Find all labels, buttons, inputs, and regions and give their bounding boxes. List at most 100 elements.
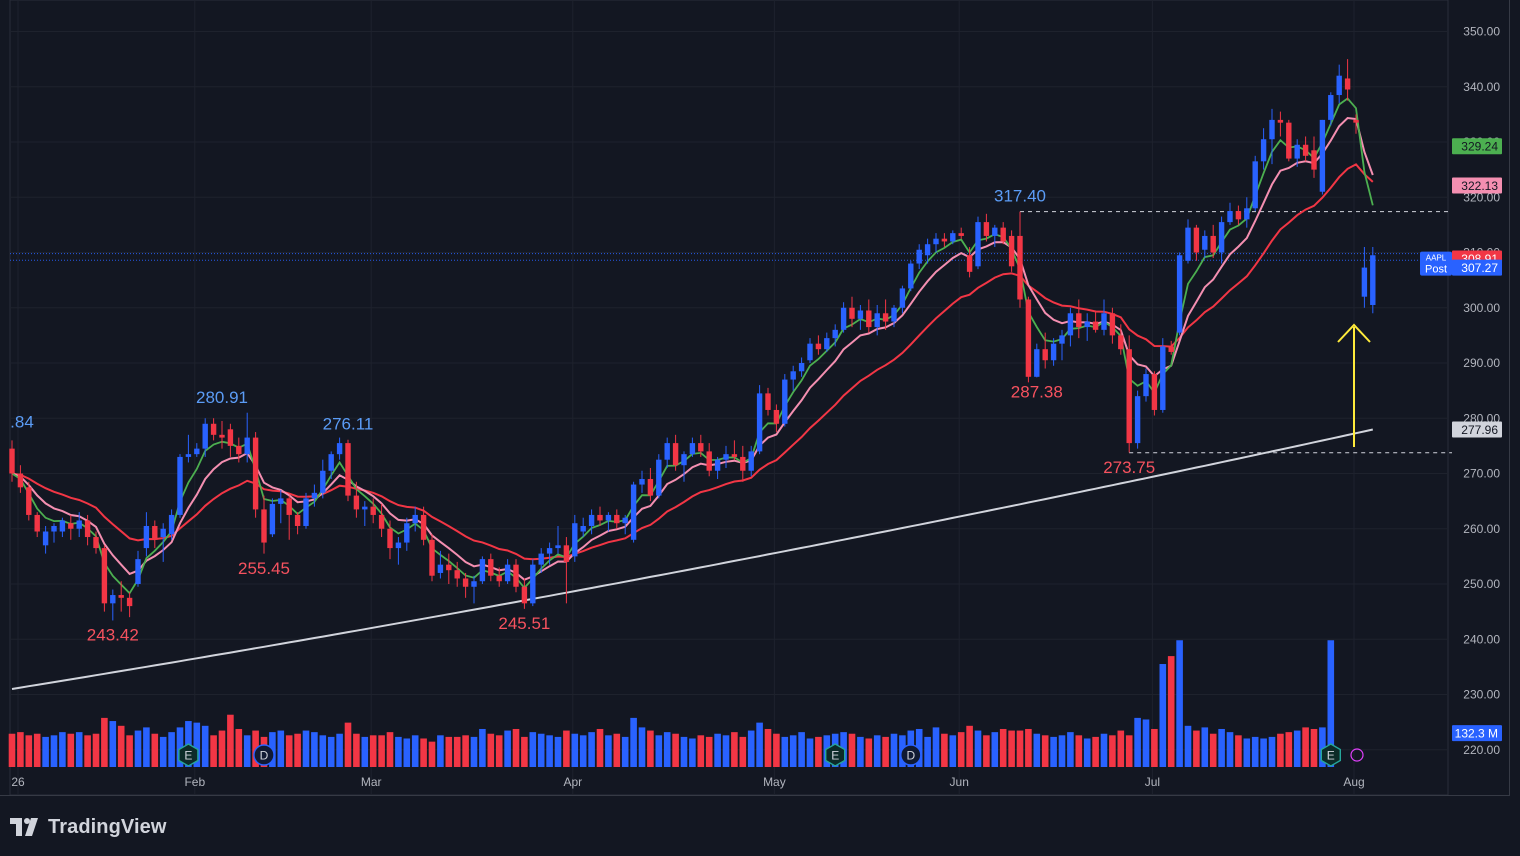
candle-body — [740, 456, 746, 471]
volume-bar — [1235, 735, 1242, 767]
candle-body — [521, 586, 528, 604]
earnings-event-icon — [178, 743, 199, 767]
axes: 350.00340.00330.00320.00310.00300.00290.… — [11, 25, 1502, 789]
extreme-price-label: .84 — [10, 413, 34, 432]
volume-bar — [571, 733, 579, 767]
volume-bar — [991, 732, 999, 767]
candle-body — [1067, 313, 1074, 336]
candle-body — [891, 307, 897, 322]
candle-body — [563, 545, 570, 562]
candle-body — [1370, 255, 1376, 305]
volume-bar — [17, 732, 24, 767]
candle-body — [983, 222, 990, 236]
volume-bar — [1025, 728, 1032, 767]
volume-bar — [781, 736, 789, 767]
candle-body — [681, 454, 687, 466]
volume-bar — [1302, 727, 1309, 767]
tradingview-logo-icon — [10, 818, 38, 836]
price-tick-label: 230.00 — [1463, 688, 1500, 702]
candle-body — [580, 525, 586, 532]
volume-bar — [865, 738, 873, 767]
candle-body — [462, 578, 469, 587]
volume-bar — [554, 736, 562, 767]
tradingview-footer[interactable]: TradingView — [10, 812, 167, 842]
candle-body — [34, 514, 40, 532]
price-tag — [1452, 725, 1502, 742]
volume-bar — [1100, 733, 1108, 767]
candle-body — [857, 310, 864, 319]
price-tick-label: 240.00 — [1463, 632, 1500, 646]
candle-body — [446, 564, 452, 571]
candle-body — [454, 570, 460, 579]
volume-bar — [1268, 736, 1276, 767]
volume-bar — [59, 732, 66, 767]
extreme-price-label: 255.45 — [238, 559, 290, 578]
candle-body — [286, 498, 292, 515]
volume-bar — [344, 722, 352, 767]
volume-bar — [915, 728, 923, 767]
volume-bar — [8, 733, 16, 767]
candle-body — [572, 523, 578, 557]
candle-body — [84, 520, 91, 538]
volume-bar — [638, 727, 646, 767]
volume-bar — [672, 733, 679, 767]
candle-body — [1269, 119, 1275, 140]
candle-body — [765, 393, 771, 410]
candles[interactable] — [9, 59, 1376, 621]
volume-bar — [117, 725, 125, 767]
volume-bar — [932, 727, 940, 767]
volume-bar — [983, 735, 990, 767]
volume-bar — [1058, 735, 1066, 767]
volume-bar — [109, 721, 117, 767]
candle-body — [958, 233, 964, 236]
candle-body — [194, 448, 200, 455]
candle-body — [143, 525, 150, 549]
volume-bar — [1251, 736, 1259, 767]
candle-body — [1227, 211, 1233, 223]
volume-bar — [126, 735, 133, 767]
post-tag-text: Post — [1425, 264, 1447, 276]
extreme-price-label: 276.11 — [323, 415, 374, 434]
up-arrow — [1337, 323, 1371, 447]
volume-bar — [193, 722, 201, 767]
candle-body — [412, 514, 418, 524]
event-letter: E — [1327, 749, 1335, 763]
candle-body — [1092, 321, 1099, 330]
candle-body — [840, 307, 847, 330]
candle-body — [1319, 119, 1326, 192]
volume-bar — [1050, 736, 1057, 767]
candle-body — [378, 514, 385, 529]
candle-body — [630, 484, 637, 540]
candle-body — [1311, 150, 1317, 170]
volume-bar — [327, 736, 335, 767]
candle-body — [706, 451, 712, 471]
candle-body — [924, 244, 931, 256]
volume-bar — [495, 735, 503, 767]
candle-body — [538, 553, 544, 565]
symbol-tag-text: AAPL — [1426, 254, 1447, 263]
volume-bar — [25, 735, 33, 767]
candle-body — [1084, 321, 1090, 328]
volume-bar — [512, 728, 520, 767]
candle-body — [261, 509, 267, 543]
volume-bar — [1041, 735, 1049, 767]
candle-body — [126, 597, 133, 607]
extreme-price-label: 280.91 — [196, 388, 248, 407]
volume-bar — [1201, 727, 1209, 767]
candle-body — [530, 564, 536, 604]
volume-bar — [747, 730, 755, 767]
volume-bar — [411, 735, 419, 767]
volume-bar — [369, 735, 377, 767]
volume-bar — [605, 735, 612, 767]
candle-body — [1134, 396, 1141, 444]
candle-body — [899, 288, 906, 308]
volume-bar — [386, 732, 394, 767]
volume-bar — [134, 730, 142, 767]
candle-body — [1336, 75, 1342, 96]
volume-bar — [689, 738, 696, 767]
volume-bar — [378, 735, 385, 767]
volume-bar — [84, 735, 91, 767]
split-event-icon — [1350, 748, 1364, 762]
